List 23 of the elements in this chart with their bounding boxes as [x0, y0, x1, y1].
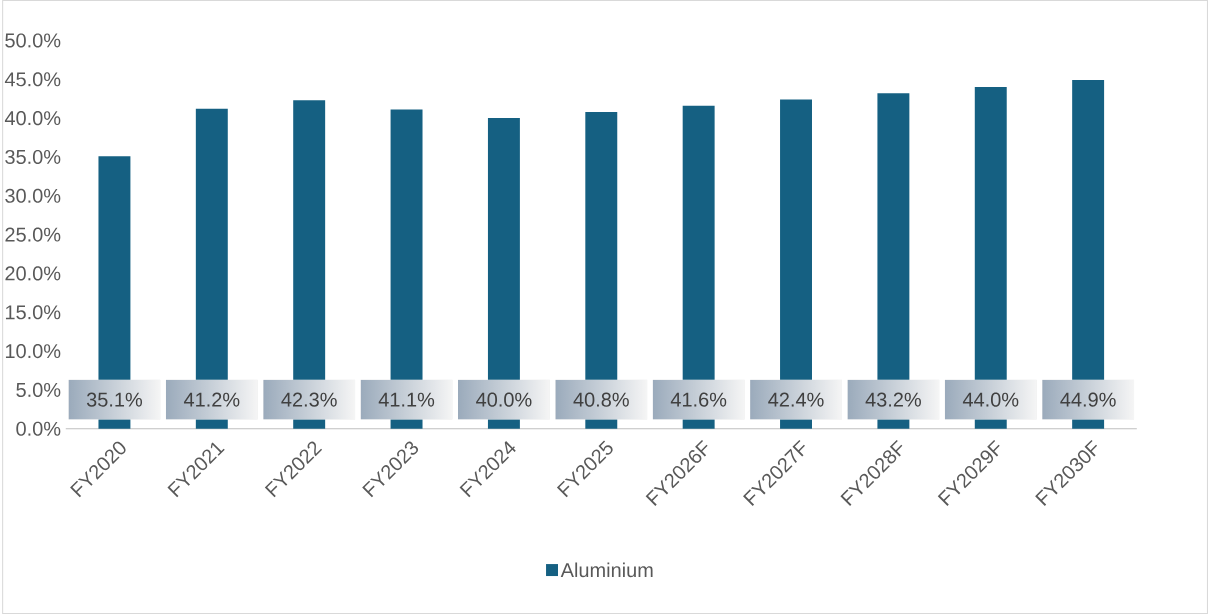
- data-label: 42.3%: [281, 392, 337, 407]
- y-tick-label: 20.0%: [5, 266, 61, 281]
- data-label: 42.4%: [768, 392, 824, 407]
- data-label: 44.0%: [962, 392, 1019, 407]
- y-tick-label: 0.0%: [16, 421, 61, 436]
- y-tick-label: 40.0%: [4, 111, 61, 126]
- y-tick-label: 50.0%: [5, 33, 61, 48]
- data-label: 41.1%: [378, 392, 435, 407]
- y-tick-label: 25.0%: [5, 227, 61, 242]
- data-label: 40.0%: [476, 392, 532, 407]
- data-label: 35.1%: [86, 392, 143, 407]
- data-label: 41.2%: [183, 392, 240, 407]
- y-tick-label: 5.0%: [16, 382, 61, 397]
- y-tick-label: 35.0%: [5, 149, 61, 165]
- data-label: 41.6%: [670, 392, 727, 407]
- y-tick-label: 30.0%: [5, 188, 61, 203]
- data-label: 44.9%: [1060, 392, 1116, 407]
- data-label: 40.8%: [573, 392, 629, 407]
- y-tick-label: 10.0%: [5, 344, 61, 359]
- y-tick-label: 45.0%: [4, 72, 61, 87]
- y-tick-label: 15.0%: [5, 305, 61, 320]
- legend-label: Aluminium: [560, 562, 653, 578]
- data-label: 43.2%: [865, 392, 921, 407]
